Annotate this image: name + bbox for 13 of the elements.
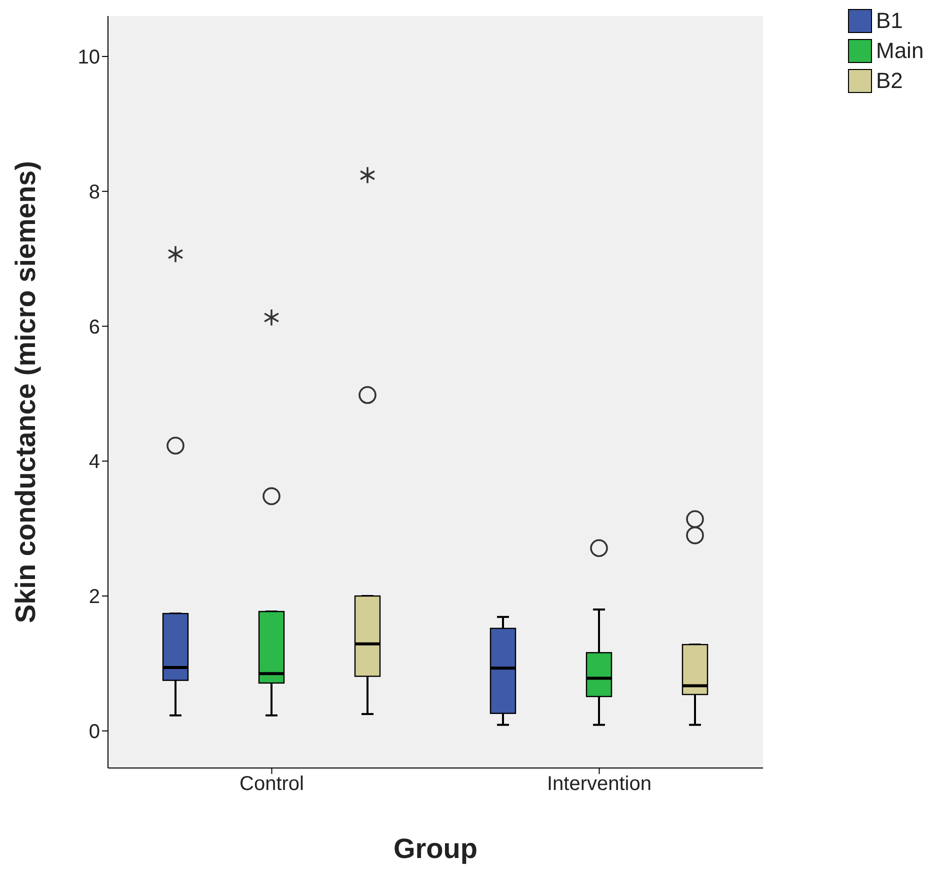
legend-label: Main <box>876 38 924 64</box>
y-tick-label: 6 <box>88 316 100 338</box>
y-tick-label: 10 <box>78 46 100 69</box>
y-axis-title: Skin conductance (micro siemens) <box>10 160 41 624</box>
legend-label: B1 <box>876 8 903 34</box>
y-tick-label: 2 <box>88 586 100 608</box>
y-tick-label: 0 <box>88 721 100 744</box>
y-tick-label: 8 <box>88 181 100 204</box>
x-tick-label: Intervention <box>546 773 652 796</box>
y-tick-label: 4 <box>88 451 100 474</box>
x-tick-label: Control <box>240 773 304 796</box>
x-axis-title: Group <box>394 833 478 864</box>
legend-label: B2 <box>876 68 903 94</box>
